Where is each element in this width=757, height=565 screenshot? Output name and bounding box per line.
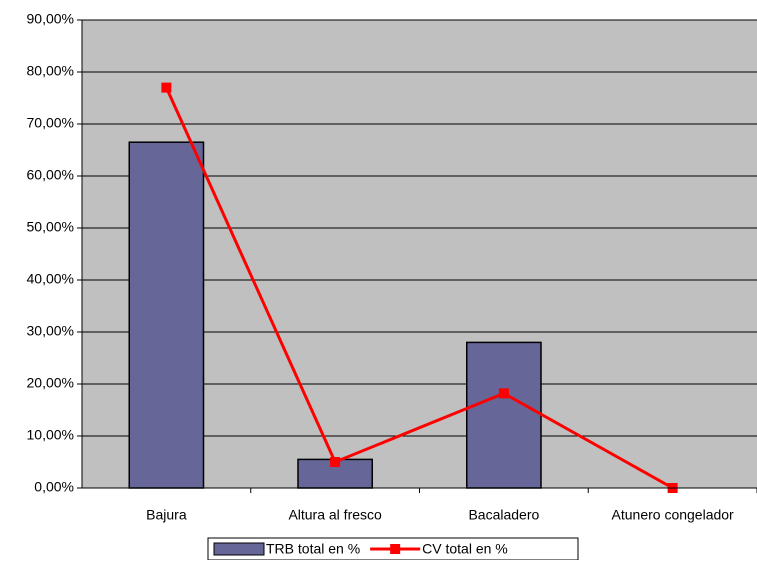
y-tick-label: 40,00%	[27, 271, 74, 287]
line	[165, 86, 674, 490]
marker	[498, 388, 509, 399]
marker	[330, 457, 341, 467]
y-tick-label: 50,00%	[27, 219, 74, 235]
legend-swatch	[390, 544, 401, 554]
marker	[161, 82, 172, 93]
x-tick-label: Bacaladero	[468, 507, 539, 523]
y-tick-label: 70,00%	[27, 115, 74, 131]
x-tick-label: Altura al fresco	[288, 507, 382, 523]
x-tick-label: Atunero congelador	[612, 507, 735, 523]
x-tick-label: Bajura	[146, 507, 187, 523]
y-tick-label: 90,00%	[27, 11, 74, 27]
bar	[128, 141, 205, 489]
y-tick-label: 0,00%	[34, 479, 74, 495]
legend-label: CV total en %	[422, 541, 508, 557]
y-tick-label: 30,00%	[27, 323, 74, 339]
y-tick-label: 10,00%	[27, 427, 74, 443]
legend-swatch	[213, 542, 265, 556]
y-tick-label: 20,00%	[27, 375, 74, 391]
legend-label: TRB total en %	[266, 541, 360, 557]
y-tick-label: 60,00%	[27, 167, 74, 183]
y-tick-label: 80,00%	[27, 63, 74, 79]
bar	[466, 341, 542, 489]
